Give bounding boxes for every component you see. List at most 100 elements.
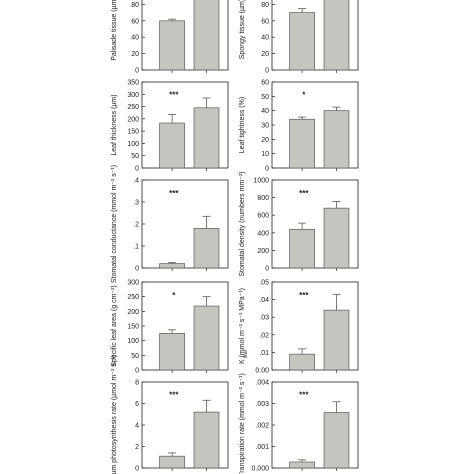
- y-axis-label: Maximum photosynthesis rate (µmol m⁻² s⁻…: [111, 355, 118, 474]
- y-tick-label: .03: [259, 315, 269, 322]
- significance-label: *: [302, 0, 306, 5]
- y-tick-label: 50: [131, 353, 139, 360]
- y-axis-label-subscript: leaf: [243, 349, 249, 358]
- y-tick-label: 400: [257, 230, 269, 237]
- y-tick-label: 40: [261, 35, 269, 42]
- bar-2: [193, 411, 220, 469]
- y-tick-label: 20: [261, 51, 269, 58]
- bar-1: [159, 122, 185, 169]
- y-tick-label: 6: [135, 401, 139, 408]
- significance-label: *: [302, 90, 306, 99]
- y-tick-label: 80: [261, 2, 269, 9]
- significance-label: ***: [299, 390, 309, 399]
- bar-2: [193, 0, 220, 71]
- y-tick-label: .001: [255, 444, 269, 451]
- panel-8: 0.00 .01 .02 .03 .04 .05 *** K (mmol m⁻² s⁻¹ MP…: [239, 280, 359, 375]
- panel-frame: [271, 0, 359, 71]
- y-axis-label: Palisade tissue (µm): [111, 0, 118, 61]
- y-tick-label: 800: [257, 195, 269, 202]
- significance-label: ***: [299, 189, 309, 198]
- y-tick-label: 250: [127, 104, 139, 111]
- y-axis-label: Stomatal conductance (mmol m⁻² s⁻¹): [111, 165, 118, 283]
- panel-6: 0 200 400 600 800 1000 *** Stomatal density (nu…: [239, 171, 359, 277]
- y-tick-label: .05: [259, 280, 269, 287]
- y-tick-label: .4: [133, 178, 139, 185]
- bar-1: [289, 461, 315, 469]
- panel-5: 0 .1 .2 .3 .4 *** Stomatal conductance (mmol m…: [111, 165, 229, 283]
- y-tick-label: 300: [127, 92, 139, 99]
- bar-1: [159, 263, 185, 269]
- y-tick-label: 0.00: [255, 368, 269, 375]
- y-tick-label: 300: [127, 280, 139, 287]
- y-tick-label: 150: [127, 129, 139, 136]
- bar-2: [323, 309, 350, 371]
- y-axis-label: K (mmol m⁻² s⁻¹ MPa⁻¹): [239, 288, 246, 364]
- panel-frame: [141, 81, 229, 169]
- bar-2: [323, 110, 350, 169]
- y-axis-label: Leaf tightness (%): [239, 97, 246, 153]
- y-tick-label: 200: [127, 309, 139, 316]
- y-tick-label: 60: [261, 18, 269, 25]
- panel-4: 0 10 20 30 40 50 60 * Leaf tightness (%): [239, 80, 359, 173]
- y-tick-label: .003: [255, 401, 269, 408]
- significance-label: ***: [169, 390, 179, 399]
- y-tick-label: 60: [261, 80, 269, 87]
- bar-2: [193, 107, 220, 169]
- y-tick-label: 200: [257, 248, 269, 255]
- y-tick-label: 0: [135, 266, 139, 273]
- y-tick-label: .04: [259, 297, 269, 304]
- y-tick-label: 2: [135, 444, 139, 451]
- bar-1: [159, 20, 185, 71]
- y-tick-label: 0.000: [251, 466, 269, 473]
- bar-1: [159, 455, 185, 469]
- y-tick-label: 250: [127, 294, 139, 301]
- significance-label: ***: [169, 90, 179, 99]
- y-tick-label: .2: [133, 222, 139, 229]
- y-tick-label: 50: [131, 153, 139, 160]
- bar-2: [323, 207, 350, 269]
- y-tick-label: 60: [131, 18, 139, 25]
- y-tick-label: 0: [135, 166, 139, 173]
- panel-frame: [141, 0, 229, 71]
- y-tick-label: 350: [127, 80, 139, 87]
- panel-9: 0 2 4 6 8 *** Maximum photosynthesis rate (µmo…: [111, 355, 229, 474]
- y-tick-label: 4: [135, 423, 139, 430]
- y-tick-label: 40: [131, 35, 139, 42]
- y-tick-label: 8: [135, 380, 139, 387]
- panel-3: 0 50 100 150 200 250 300 350 *** Leaf thickness (…: [111, 80, 229, 173]
- y-axis-label: Leaf thickness (µm): [111, 94, 118, 155]
- y-tick-label: 30: [261, 123, 269, 130]
- significance-label: ***: [169, 189, 179, 198]
- y-tick-label: 10: [261, 151, 269, 158]
- panel-2: 020406080100*Spongy tissue (µm): [239, 0, 359, 75]
- panel-1: 0 20 40 60 80 Palisade tissue (µm): [111, 0, 229, 75]
- bar-1: [289, 118, 315, 169]
- bar-2: [323, 0, 350, 71]
- bar-2: [193, 305, 220, 371]
- y-tick-label: .1: [133, 244, 139, 251]
- y-tick-label: 150: [127, 324, 139, 331]
- y-tick-label: 200: [127, 116, 139, 123]
- significance-label: *: [172, 291, 176, 300]
- y-axis-label: Spongy tissue (µm): [239, 0, 246, 59]
- bar-1: [289, 228, 315, 269]
- y-tick-label: .01: [259, 350, 269, 357]
- y-tick-label: 0: [265, 266, 269, 273]
- panel-10: 0.000 .001 .002 .003 .004 *** Transpiration ra…: [239, 373, 359, 474]
- y-tick-label: 40: [261, 108, 269, 115]
- bar-2: [323, 412, 350, 469]
- bar-1: [289, 12, 315, 71]
- y-tick-label: 1000: [253, 178, 269, 185]
- y-tick-label: 20: [261, 137, 269, 144]
- y-tick-label: 0: [265, 166, 269, 173]
- y-tick-label: 0: [265, 68, 269, 75]
- y-tick-label: .002: [255, 423, 269, 430]
- y-tick-label: 80: [131, 2, 139, 9]
- y-axis-label: Specific leaf area (g cm⁻²): [111, 285, 118, 367]
- panel-frame: [271, 179, 359, 269]
- bar-1: [289, 353, 315, 371]
- y-tick-label: .004: [255, 380, 269, 387]
- y-axis-label: Stomatal density (numbers mm⁻²): [239, 171, 246, 276]
- significance-label: ***: [299, 291, 309, 300]
- y-axis-label: Transpiration rate (mmol m⁻² s⁻¹): [239, 373, 246, 474]
